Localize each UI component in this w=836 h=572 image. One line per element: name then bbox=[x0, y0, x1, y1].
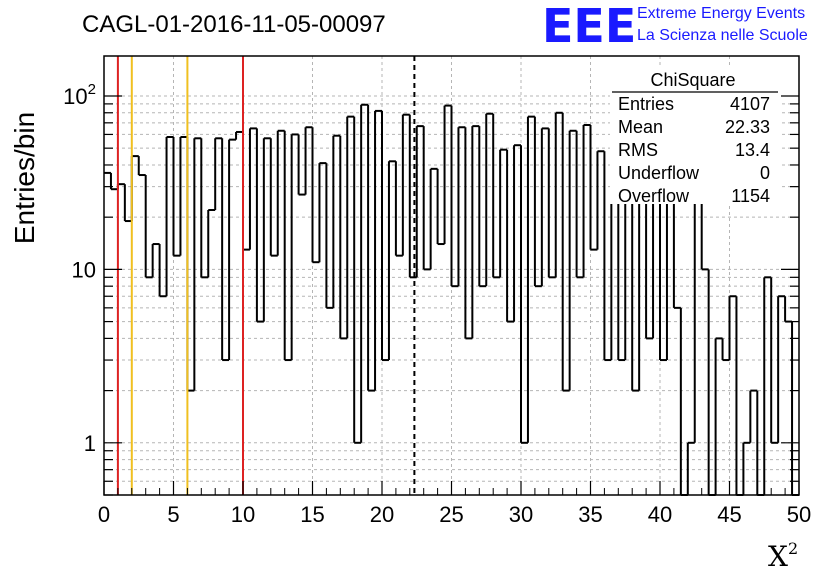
stat-label: Underflow bbox=[618, 163, 700, 183]
x-tick-label: 20 bbox=[370, 502, 394, 527]
x-axis-title-sup: 2 bbox=[788, 539, 798, 558]
y-axis: 1 10 102 bbox=[63, 81, 799, 496]
stat-value: 22.33 bbox=[725, 117, 770, 137]
stats-box-bg bbox=[610, 66, 780, 204]
x-tick-label: 25 bbox=[439, 502, 463, 527]
stat-value: 4107 bbox=[730, 94, 770, 114]
eee-logo: EEE Extreme Energy Events La Scienza nel… bbox=[542, 0, 808, 53]
y-tick-label: 1 bbox=[84, 431, 96, 456]
stats-rows: Entries 4107 Mean 22.33 RMS 13.4 Underflow 0 Ove… bbox=[618, 94, 770, 206]
marker-lines bbox=[116, 56, 416, 495]
logo-mark: EEE bbox=[542, 0, 636, 53]
x-tick-label: 50 bbox=[787, 502, 811, 527]
y-tick-label: 102 bbox=[63, 81, 96, 109]
x-axis-title-base: X bbox=[768, 540, 788, 572]
stats-box: ChiSquare Entries 4107 Mean 22.33 RMS 13.4 Und… bbox=[610, 66, 780, 206]
x-tick-label: 40 bbox=[648, 502, 672, 527]
x-tick-label: 45 bbox=[717, 502, 741, 527]
x-tick-label: 10 bbox=[231, 502, 255, 527]
stat-value: 13.4 bbox=[735, 140, 770, 160]
logo-line1: Extreme Energy Events bbox=[637, 5, 805, 22]
stat-label: Entries bbox=[618, 94, 674, 114]
x-tick-label: 35 bbox=[578, 502, 602, 527]
stat-value: 0 bbox=[760, 163, 770, 183]
stats-title: ChiSquare bbox=[650, 70, 735, 90]
stat-label: RMS bbox=[618, 140, 658, 160]
y-tick-label: 10 bbox=[72, 257, 96, 282]
chart-title: CAGL-01-2016-11-05-00097 bbox=[82, 11, 386, 38]
histogram bbox=[104, 103, 799, 496]
x-tick-label: 30 bbox=[509, 502, 533, 527]
x-tick-label: 0 bbox=[98, 502, 110, 527]
x-tick-label: 5 bbox=[167, 502, 179, 527]
y-axis-title: Entries/bin bbox=[9, 112, 40, 244]
x-axis-title: X2 bbox=[768, 539, 798, 572]
stat-label: Mean bbox=[618, 117, 663, 137]
x-axis: 0 5 10 15 20 25 30 35 40 45 50 bbox=[98, 481, 811, 527]
x-tick-label: 15 bbox=[300, 502, 324, 527]
stat-value: 1154 bbox=[731, 186, 770, 206]
stat-label: Overflow bbox=[618, 186, 690, 206]
logo-line2: La Scienza nelle Scuole bbox=[637, 27, 808, 44]
